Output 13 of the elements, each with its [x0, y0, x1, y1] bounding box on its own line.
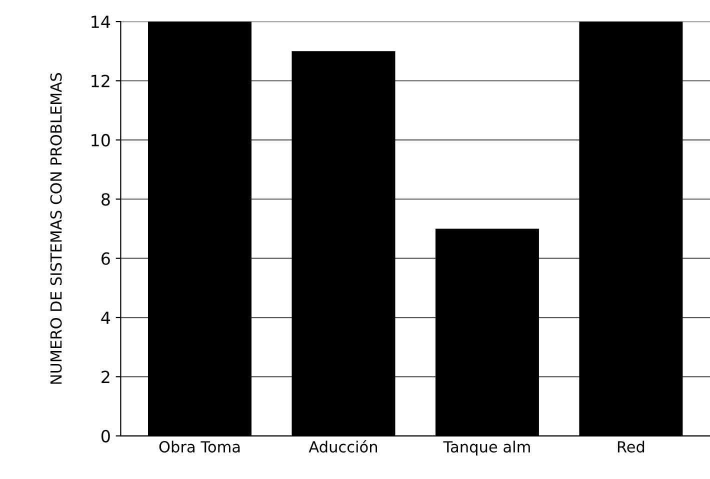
y-tick-label: 10	[92, 134, 110, 147]
y-tick-label: 2	[102, 370, 110, 384]
y-tick-label: 8	[102, 193, 110, 206]
x-tick-label: Red	[618, 440, 644, 453]
y-tick-label: 4	[101, 312, 110, 324]
y-tick-label: 14	[92, 16, 110, 28]
y-tick-label: 12	[92, 74, 110, 88]
x-tick-label: Obra Toma	[159, 440, 240, 453]
x-tick-label: Tanque alm	[443, 440, 530, 456]
y-axis-title: NUMERO DE SISTEMAS CON PROBLEMAS	[50, 73, 62, 384]
y-tick-label: 6	[102, 252, 110, 265]
x-tick-label: Aducción	[308, 440, 378, 453]
y-tick-label: 0	[101, 430, 110, 442]
